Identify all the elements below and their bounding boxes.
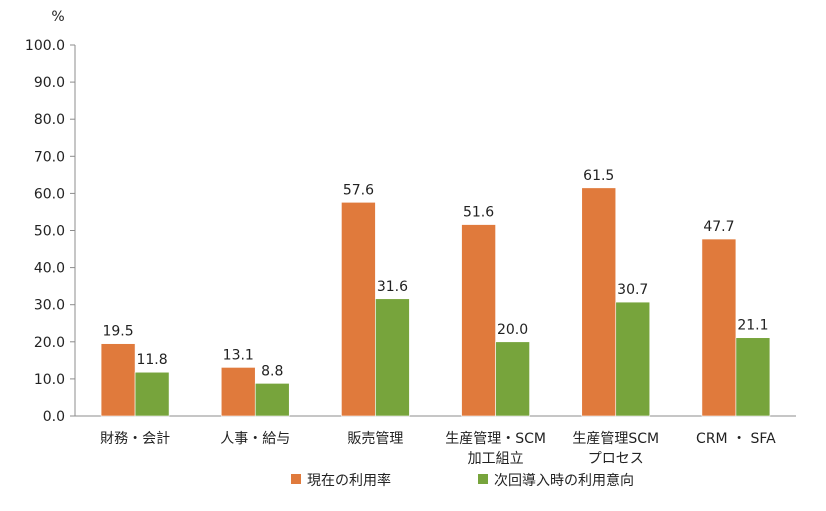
data-labels: 19.511.8 13.1 8.8 57.6 31.6 51.6 20.0 61.5 30.7 4…	[102, 168, 768, 380]
data-label: 47.7	[703, 219, 734, 235]
data-label: 13.1	[223, 347, 254, 363]
bar-next-3	[495, 341, 530, 417]
bar-next-0	[134, 371, 170, 417]
y-tick-label: 80.0	[34, 112, 65, 128]
bar-current-4	[581, 187, 617, 417]
y-tick-label: 100.0	[25, 38, 65, 54]
bar-current-0	[100, 343, 136, 417]
data-label: 19.5	[102, 324, 133, 340]
category-label: 財務・会計	[100, 431, 170, 447]
y-axis-unit-label: %	[51, 9, 64, 25]
legend-swatch	[291, 474, 301, 484]
category-label: プロセス	[588, 451, 644, 467]
category-label: 生産管理・SCM	[445, 431, 546, 447]
y-tick-label: 20.0	[34, 335, 65, 351]
y-tick-label: 50.0	[34, 224, 65, 240]
bars	[100, 187, 771, 417]
data-label: 11.8	[136, 352, 167, 368]
y-tick-label: 40.0	[34, 261, 65, 277]
category-label: 販売管理	[347, 431, 403, 447]
y-axis-ticks: 0.0 10.0 20.0 30.0 40.0 50.0 60.0 70.0 80.0 90.0 1…	[25, 38, 75, 425]
bar-current-5	[701, 238, 737, 417]
y-tick-label: 60.0	[34, 186, 65, 202]
data-label: 57.6	[343, 182, 374, 198]
axes	[74, 45, 796, 417]
category-labels: 財務・会計 人事・給与 販売管理 生産管理・SCM 加工組立 生産管理SCM プロセス CRM…	[100, 431, 776, 467]
y-tick-label: 10.0	[34, 372, 65, 388]
bar-next-4	[615, 301, 651, 417]
category-label: 加工組立	[468, 451, 524, 467]
legend-label: 次回導入時の利用意向	[494, 472, 634, 489]
category-label: 人事・給与	[220, 431, 290, 447]
data-label: 51.6	[463, 205, 494, 221]
y-tick-label: 30.0	[34, 298, 65, 314]
bar-next-1	[254, 383, 290, 417]
data-label: 30.7	[617, 282, 648, 298]
category-label: 生産管理SCM	[572, 431, 659, 447]
data-label: 20.0	[497, 322, 528, 338]
data-label: 31.6	[377, 279, 408, 295]
data-label: 61.5	[583, 168, 614, 184]
bar-next-5	[735, 337, 771, 417]
bar-next-2	[375, 298, 410, 417]
bar-current-1	[220, 367, 256, 417]
bar-current-2	[341, 202, 376, 417]
y-tick-label: 70.0	[34, 149, 65, 165]
bar-current-3	[461, 224, 496, 417]
legend: 現在の利用率 次回導入時の利用意向	[291, 472, 634, 489]
legend-swatch	[478, 474, 488, 484]
legend-label: 現在の利用率	[307, 472, 391, 489]
data-label: 21.1	[737, 318, 768, 334]
category-label: CRM ・ SFA	[696, 431, 776, 447]
data-label: 8.8	[261, 363, 283, 379]
y-tick-label: 0.0	[43, 409, 65, 425]
y-tick-label: 90.0	[34, 75, 65, 91]
